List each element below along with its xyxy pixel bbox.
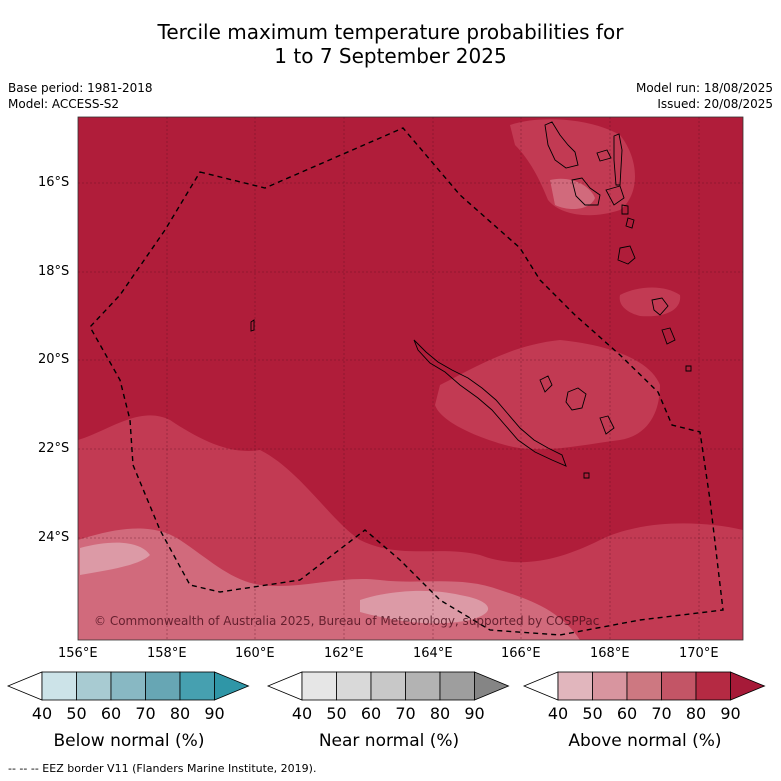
map-frame	[77, 116, 744, 641]
colorbar-near-normal	[266, 671, 510, 701]
colorbar-tick-label: 80	[685, 704, 707, 723]
lon-tick-166e: 166°E	[501, 646, 541, 661]
graticule	[78, 117, 743, 640]
lon-tick-158e: 158°E	[147, 646, 187, 661]
contour-60-70-vanuatu	[550, 178, 595, 210]
colorbar-tick-label: 50	[66, 704, 87, 723]
colorbar-segment	[214, 671, 250, 701]
issued-date: Issued: 20/08/2025	[657, 97, 773, 111]
colorbar-segment	[41, 671, 77, 701]
colorbar-tick-label: 60	[616, 704, 638, 723]
lat-tick-18s: 18°S	[38, 264, 70, 279]
colorbar-tick-label: 50	[326, 704, 347, 723]
loyalty-islands	[539, 375, 615, 435]
model-run: Model run: 18/08/2025	[635, 81, 773, 95]
eez-legend-note: -- -- -- EEZ border V11 (Flanders Marine…	[8, 762, 317, 775]
lon-tick-164e: 164°E	[413, 646, 453, 661]
contour-70-80-vanuatu	[510, 119, 681, 317]
colorbar-segment	[522, 671, 559, 701]
contour-70-80-new-caledonia	[435, 340, 660, 450]
colorbar-tick-label: 60	[100, 704, 122, 723]
lat-tick-20s: 20°S	[38, 352, 70, 367]
contour-50-60-south	[80, 542, 489, 624]
colorbar-segment	[474, 671, 510, 701]
lat-tick-24s: 24°S	[38, 530, 70, 545]
probability-field	[78, 117, 743, 640]
colorbar-segment	[557, 671, 593, 701]
lon-tick-156e: 156°E	[58, 646, 98, 661]
colorbar-segment	[370, 671, 406, 701]
colorbar-segment	[6, 671, 43, 701]
coastlines	[250, 121, 692, 479]
map-title-line2: 1 to 7 September 2025	[274, 44, 507, 68]
lon-tick-168e: 168°E	[590, 646, 630, 661]
colorbar-segment	[301, 671, 337, 701]
colorbar-segment	[439, 671, 475, 701]
colorbar-tick-label: 70	[651, 704, 672, 723]
vanuatu-north-islands	[544, 121, 623, 206]
colorbar-below-normal	[6, 671, 250, 701]
colorbar-tick-label: 70	[395, 704, 416, 723]
colorbar-segment	[145, 671, 181, 701]
colorbar-tick-label: 40	[547, 704, 569, 723]
colorbar-tick-label: 40	[31, 704, 53, 723]
colorbar-segment	[592, 671, 628, 701]
colorbar-segment	[110, 671, 146, 701]
base-period: Base period: 1981-2018	[8, 81, 153, 95]
colorbar-label-below-normal: Below normal (%)	[53, 731, 205, 751]
colorbar-label-above-normal: Above normal (%)	[568, 731, 722, 751]
map-title-line1: Tercile maximum temperature probabilitie…	[157, 20, 624, 44]
lat-tick-16s: 16°S	[38, 175, 70, 190]
lat-tick-22s: 22°S	[38, 441, 70, 456]
colorbar-segment	[266, 671, 303, 701]
colorbar-tick-label: 90	[720, 704, 741, 723]
colorbar-tick-label: 90	[204, 704, 225, 723]
colorbar-tick-label: 90	[464, 704, 485, 723]
colorbars	[6, 671, 766, 701]
lon-tick-160e: 160°E	[235, 646, 275, 661]
colorbar-tick-label: 80	[429, 704, 451, 723]
colorbar-segment	[730, 671, 766, 701]
lon-tick-162e: 162°E	[324, 646, 364, 661]
colorbar-segment	[179, 671, 215, 701]
vanuatu-central-islands	[605, 185, 636, 265]
colorbar-segment	[626, 671, 662, 701]
colorbar-tick-label: 40	[291, 704, 313, 723]
colorbar-label-near-normal: Near normal (%)	[318, 731, 460, 751]
colorbar-tick-label: 60	[360, 704, 382, 723]
small-islands-west	[250, 319, 255, 332]
colorbar-segment	[76, 671, 112, 701]
eez-border	[89, 127, 724, 636]
colorbar-tick-label: 50	[582, 704, 603, 723]
colorbar-segment	[405, 671, 441, 701]
new-caledonia-coast	[413, 339, 567, 467]
colorbar-segment	[661, 671, 697, 701]
colorbar-segment	[695, 671, 731, 701]
copyright-notice: © Commonwealth of Australia 2025, Bureau…	[94, 614, 600, 628]
colorbar-tick-label: 70	[135, 704, 156, 723]
model-name: Model: ACCESS-S2	[8, 97, 120, 111]
vanuatu-south-islands	[651, 297, 692, 372]
colorbar-tick-label: 80	[169, 704, 191, 723]
lon-tick-170e: 170°E	[679, 646, 719, 661]
colorbar-above-normal	[522, 671, 766, 701]
small-island-south	[583, 472, 590, 479]
colorbar-segment	[336, 671, 372, 701]
